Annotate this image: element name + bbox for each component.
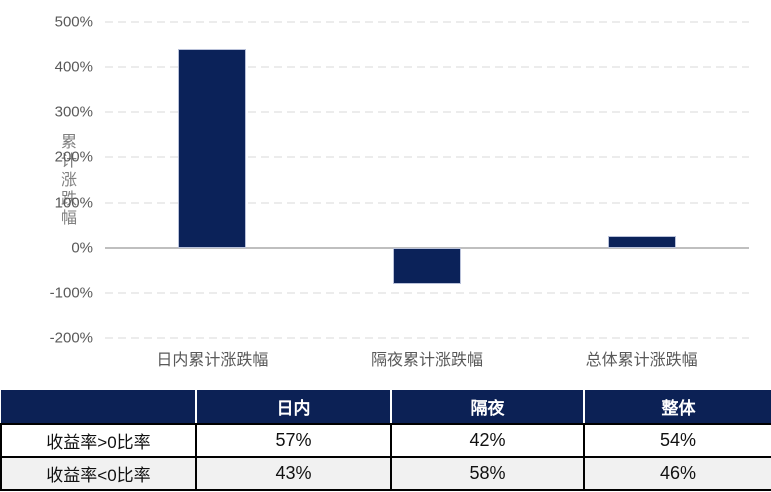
table-body: 收益率>0比率 57% 42% 54% 收益率<0比率 43% 58% 46%: [0, 423, 771, 491]
value-cell: 46%: [583, 456, 771, 491]
value-cell: 58%: [390, 456, 585, 491]
gridline: [105, 337, 749, 339]
value-cell: 54%: [583, 423, 771, 458]
x-category-label: 总体累计涨跌幅: [585, 352, 698, 369]
gridline: [105, 111, 749, 113]
y-axis-tick-labels: 500% 400% 300% 200% 100% 0% -100% -200%: [0, 14, 93, 347]
x-category-label: 隔夜累计涨跌幅: [370, 352, 484, 369]
row-label-cell: 收益率<0比率: [0, 456, 197, 491]
y-tick-label: 100%: [54, 194, 93, 212]
y-tick-label: 400%: [54, 58, 93, 76]
y-tick-label: -200%: [49, 329, 93, 347]
plot-area: [105, 21, 749, 339]
cumulative-return-bar-chart: 累计涨跌幅 500% 400% 300% 200% 100% 0% -100% -200% 日…: [0, 14, 749, 372]
gridline: [105, 21, 749, 23]
row-label-cell: 收益率>0比率: [0, 423, 197, 458]
table-header-cell: 隔夜: [390, 390, 584, 425]
value-cell: 43%: [195, 456, 392, 491]
x-category-label: 日内累计涨跌幅: [156, 352, 269, 369]
value-cell: 57%: [195, 423, 392, 458]
y-tick-label: 500%: [54, 13, 93, 31]
y-tick-label: -100%: [49, 284, 93, 302]
value-cell: 42%: [390, 423, 585, 458]
gridline: [105, 292, 749, 294]
stats-table: 日内 隔夜 整体 收益率>0比率 57% 42% 54% 收益率<0比率 43% 58% 46%: [0, 390, 771, 491]
bar-3: [607, 236, 676, 248]
y-tick-label: 0%: [71, 239, 93, 257]
y-tick-label: 300%: [54, 103, 93, 121]
table-header-cell: [1, 390, 196, 425]
bar-2: [393, 247, 461, 284]
gridline: [105, 156, 749, 158]
bar-1: [178, 49, 247, 248]
table-header-row: 日内 隔夜 整体: [1, 390, 771, 425]
gridline: [105, 202, 749, 204]
table-header-cell: 日内: [195, 390, 391, 425]
table-row: 收益率<0比率 43% 58% 46%: [0, 456, 771, 491]
y-tick-label: 200%: [54, 148, 93, 166]
y-axis-title: 累计涨跌幅: [58, 132, 75, 228]
table-header-cell: 整体: [583, 390, 771, 425]
gridline: [105, 66, 749, 68]
x-axis-labels: 日内累计涨跌幅 隔夜累计涨跌幅 总体累计涨跌幅: [105, 346, 749, 372]
stats-table-wrap: 日内 隔夜 整体 收益率>0比率 57% 42% 54% 收益率<0比率 43% 58% 46%: [0, 390, 771, 491]
table-row: 收益率>0比率 57% 42% 54%: [0, 423, 771, 458]
